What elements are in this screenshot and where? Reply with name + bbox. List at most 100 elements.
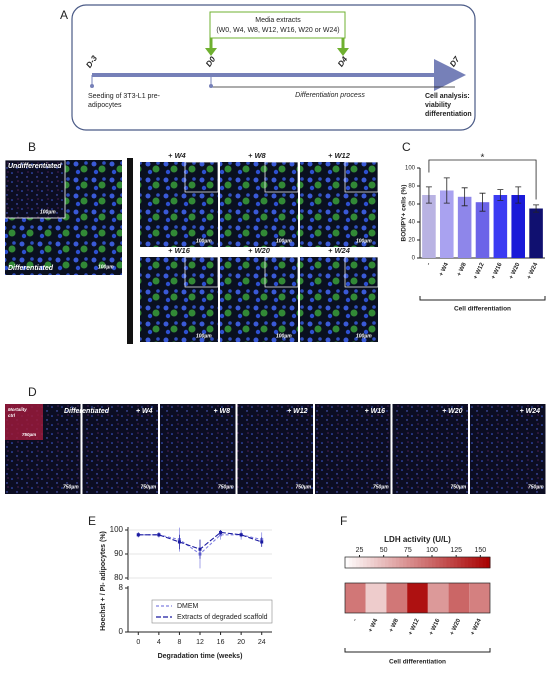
x-tick-label: + W20 [509, 261, 522, 280]
timeline-frame [71, 4, 476, 131]
colorbar-step [479, 557, 484, 568]
colorbar-step [435, 557, 440, 568]
control-label: ctrl [8, 413, 16, 418]
colorbar-step [457, 557, 462, 568]
condition-label: + W24 [328, 246, 351, 255]
condition-label: + W12 [328, 151, 351, 160]
colorbar-tick-label: 100 [426, 547, 438, 554]
panel-label: E [88, 514, 96, 528]
error-bar [515, 186, 522, 204]
x-tick-label: + W24 [470, 617, 483, 636]
heat-cell [469, 583, 490, 613]
colorbar-step [381, 557, 386, 568]
x-tick-label: - [352, 618, 358, 622]
scale-label: 100µm [356, 238, 372, 244]
heat-cell [427, 583, 449, 613]
seeding-text: Seeding of 3T3-L1 pre- [88, 93, 161, 100]
x-tick-label: 8 [177, 639, 181, 646]
y-tick-label: 40 [408, 220, 415, 226]
colorbar-step [410, 557, 415, 568]
undiff-label: Undifferentiated [8, 163, 62, 170]
condition-label: + W12 [287, 408, 308, 415]
group-label: Cell differentiation [389, 659, 446, 666]
y-tick-label: 0 [119, 627, 124, 636]
condition-label: + W4 [136, 408, 153, 415]
divider [127, 158, 133, 344]
media-list: (W0, W4, W8, W12, W16, W20 or W24) [216, 27, 339, 34]
scale-label: 750µm [141, 484, 157, 490]
x-tick-label: + W24 [526, 261, 539, 280]
condition-label: + W16 [168, 246, 191, 255]
panel-label: B [28, 140, 36, 154]
colorbar-step [471, 557, 476, 568]
colorbar-step [442, 557, 447, 568]
y-tick-label: 90 [114, 549, 123, 558]
colorbar-step [432, 557, 437, 568]
scale-label: 100µm [40, 209, 56, 215]
heat-cell [448, 583, 470, 613]
error-bar [533, 204, 540, 213]
colorbar-step [482, 557, 487, 568]
colorbar-title: LDH activity (U/L) [384, 535, 451, 544]
micrograph-inset [344, 256, 379, 288]
colorbar-step [486, 557, 491, 568]
colorbar-step [406, 557, 411, 568]
error-bar [461, 187, 468, 207]
panel-label: C [402, 140, 411, 154]
heatmap-frame [344, 582, 491, 614]
scale-label: 100µm [276, 238, 292, 244]
condition-label: + W8 [213, 408, 230, 415]
condition-label: + W4 [168, 151, 187, 160]
control-inset [5, 404, 43, 440]
x-axis-label: Degradation time (weeks) [158, 653, 243, 660]
colorbar-step [399, 557, 404, 568]
significance: * [481, 153, 485, 164]
x-tick-label: 12 [196, 639, 204, 646]
colorbar-step [363, 557, 368, 568]
y-tick-label: 0 [412, 256, 416, 262]
micrograph-inset [344, 161, 379, 193]
scale-label: 100µm [356, 333, 372, 339]
analysis-text: viability [425, 102, 451, 109]
x-tick-label: + W12 [408, 617, 421, 636]
analysis-text: Cell analysis: [425, 93, 470, 100]
colorbar-step [421, 557, 426, 568]
y-axis-label: Hoechst + / PI- adipocytes (%) [100, 531, 107, 631]
x-tick-label: + W4 [439, 261, 451, 277]
x-tick-label: + W8 [456, 261, 468, 277]
colorbar-tick-label: 50 [380, 547, 388, 554]
scale-label: 750µm [373, 484, 389, 490]
colorbar-tick-label: 125 [450, 547, 462, 554]
scale-label: 750µm [22, 432, 36, 437]
x-tick-label: 0 [136, 639, 140, 646]
colorbar-step [450, 557, 455, 568]
panel-label: A [60, 8, 68, 22]
media-box [209, 11, 346, 39]
control-label: Mortality [8, 407, 27, 412]
colorbar-step [464, 557, 469, 568]
significance-bracket [428, 159, 537, 200]
colorbar-step [475, 557, 480, 568]
analysis-text: differentiation [425, 111, 472, 118]
media-title: Media extracts [255, 17, 301, 24]
micrograph [82, 404, 158, 494]
x-tick-label: + W4 [368, 617, 380, 633]
micrograph-inset [264, 161, 299, 193]
colorbar-step [345, 557, 350, 568]
y-tick-label: 80 [408, 184, 415, 190]
colorbar-step [352, 557, 357, 568]
colorbar-tick-label: 150 [474, 547, 486, 554]
bar [475, 202, 490, 258]
bar [422, 195, 436, 258]
colorbar-tick-label: 25 [356, 547, 364, 554]
colorbar-step [388, 557, 393, 568]
x-tick-label: 16 [217, 639, 225, 646]
series-line [138, 531, 262, 550]
colorbar-step [424, 557, 429, 568]
micrograph-inset [184, 256, 219, 288]
colorbar-step [384, 557, 389, 568]
error-bar [479, 192, 486, 212]
colorbar-tick-label: 75 [404, 547, 412, 554]
colorbar-step [348, 557, 353, 568]
colorbar-step [359, 557, 364, 568]
